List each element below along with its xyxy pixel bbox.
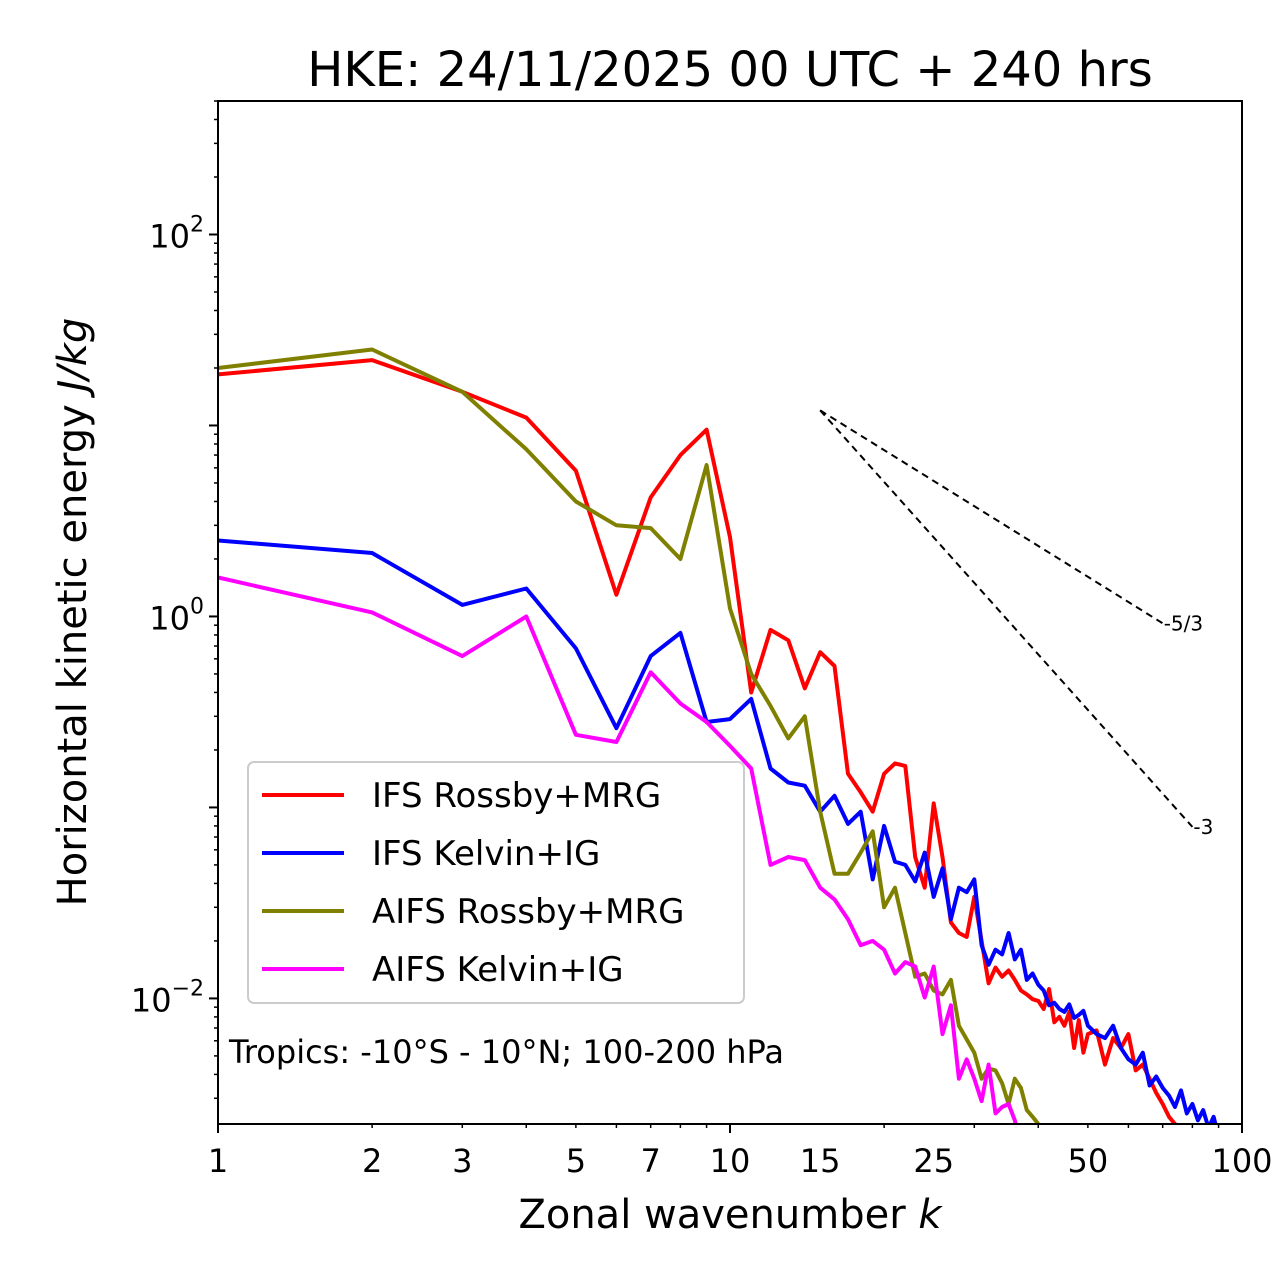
x-axis-ticks: 1 2 3 5 7 10 15 25 50 100 (208, 1124, 1273, 1180)
series-group (218, 347, 1218, 1124)
chart-title: HKE: 24/11/2025 00 UTC + 240 hrs (307, 42, 1153, 98)
series-line-aifs-rossby-mrg (218, 347, 1041, 1124)
y-axis-label: Horizontal kinetic energy J/kg (50, 318, 96, 907)
x-tick-label: 7 (641, 1142, 661, 1180)
x-tick-label: 100 (1211, 1142, 1272, 1180)
region-annotation: Tropics: -10°S - 10°N; 100-200 hPa (228, 1033, 784, 1071)
x-tick-label: 1 (208, 1142, 228, 1180)
y-tick-label: 102 (149, 212, 204, 255)
slope-label: -5/3 (1164, 611, 1203, 635)
x-axis-label: Zonal wavenumber k (518, 1192, 943, 1238)
x-tick-label: 50 (1068, 1142, 1109, 1180)
y-tick-label: 10−2 (131, 976, 204, 1019)
x-tick-label: 10 (710, 1142, 751, 1180)
x-tick-label: 3 (452, 1142, 472, 1180)
legend-label: AIFS Kelvin+IG (372, 950, 624, 990)
legend-box (247, 761, 745, 1004)
legend-label: IFS Kelvin+IG (372, 834, 600, 874)
legend-label: AIFS Rossby+MRG (372, 892, 684, 932)
slope-line-3 (819, 409, 1194, 828)
legend: IFS Rossby+MRG IFS Kelvin+IG AIFS Rossby+M… (247, 761, 745, 1004)
y-tick-label: 100 (149, 594, 204, 637)
series-line-ifs-kelvin-ig (218, 538, 1218, 1124)
x-tick-label: 5 (566, 1142, 586, 1180)
x-tick-label: 25 (913, 1142, 954, 1180)
slope-label: -3 (1193, 815, 1213, 839)
y-axis-ticks: 102 100 10−2 (131, 100, 218, 1100)
slope-line-5-3 (819, 409, 1164, 625)
series-line-ifs-rossby-mrg (218, 358, 1179, 1124)
series-line-aifs-kelvin-ig (218, 575, 1018, 1124)
x-tick-label: 15 (800, 1142, 841, 1180)
legend-label: IFS Rossby+MRG (372, 776, 661, 816)
x-tick-label: 2 (362, 1142, 382, 1180)
reference-slopes: -5/3 -3 (819, 409, 1213, 839)
